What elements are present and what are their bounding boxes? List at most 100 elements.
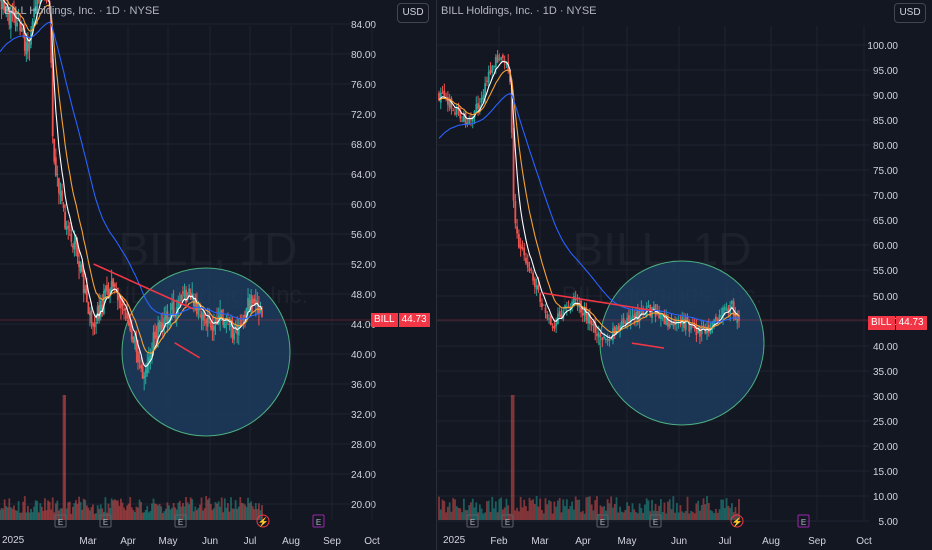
y-tick-label: 68.00 xyxy=(351,140,376,151)
candle-body xyxy=(628,315,630,322)
volume-bar xyxy=(222,512,225,520)
y-tick-label: 40.00 xyxy=(351,350,376,361)
currency-button-left[interactable]: USD xyxy=(397,3,429,23)
volume-bar xyxy=(450,511,453,520)
volume-bar xyxy=(217,501,220,520)
chart-pane-right[interactable]: 100.00 95.00 90.00 85.00 80.00 75.00 70.00 65.0… xyxy=(436,0,932,550)
candle-body xyxy=(257,306,260,314)
candle-body xyxy=(700,327,703,334)
candle-body xyxy=(553,325,556,329)
volume-bar xyxy=(248,503,251,520)
volume-bar xyxy=(71,506,74,520)
y-tick-label: 24.00 xyxy=(351,470,376,481)
y-tick-label: 65.00 xyxy=(873,216,898,227)
volume-bar xyxy=(667,501,669,520)
earnings-event-marker xyxy=(174,514,187,528)
candle-body xyxy=(71,245,74,248)
candle-body xyxy=(177,299,180,309)
candle-body xyxy=(528,268,531,272)
last-price-tag-left: BILL 44.73 xyxy=(371,313,430,327)
volume-bar xyxy=(542,513,545,520)
candle-body xyxy=(462,114,465,122)
candle-body xyxy=(686,316,689,321)
volume-bar xyxy=(245,506,248,520)
volume-bar xyxy=(155,504,158,520)
y-tick-label: 30.00 xyxy=(873,392,898,403)
candle-body xyxy=(624,322,627,324)
volume-bar xyxy=(471,498,474,520)
volume-bar xyxy=(11,508,14,520)
candle-body xyxy=(231,327,234,338)
currency-button-right[interactable]: USD xyxy=(894,3,926,23)
volume-bar xyxy=(647,500,650,520)
volume-bar xyxy=(135,506,138,520)
candle-body xyxy=(247,298,249,311)
candle-body xyxy=(631,316,634,319)
candle-body xyxy=(615,327,618,335)
volume-bar xyxy=(706,496,708,520)
volume-bar xyxy=(663,502,666,520)
x-tick-label: Jul xyxy=(244,536,257,547)
x-tick-label: Mar xyxy=(79,536,97,547)
volume-bar xyxy=(661,512,664,520)
candle-body xyxy=(70,233,73,242)
volume-bar xyxy=(707,502,710,520)
candle-body xyxy=(723,307,726,311)
candle-body xyxy=(17,19,20,21)
volume-bar xyxy=(491,496,494,520)
candle-body xyxy=(237,326,240,336)
volume-bar xyxy=(206,499,209,520)
chart-title-right: BILL Holdings, Inc. · 1D · NYSE xyxy=(441,5,597,17)
candle-body xyxy=(667,317,669,327)
volume-bar xyxy=(40,506,43,520)
candle-body xyxy=(245,307,248,322)
candle-body xyxy=(209,321,212,328)
volume-bar xyxy=(92,504,94,520)
candle-body xyxy=(124,308,127,310)
volume-bar xyxy=(186,502,189,520)
volume-bar xyxy=(30,508,32,520)
y-tick-label: 40.00 xyxy=(873,342,898,353)
candle-body xyxy=(715,316,717,322)
volume-bar xyxy=(199,504,201,520)
y-tick-label: 84.00 xyxy=(351,20,376,31)
earnings-event-marker xyxy=(466,514,479,528)
volume-bar xyxy=(697,500,700,520)
volume-bar xyxy=(523,499,526,520)
candle-body xyxy=(99,300,102,317)
candle-body xyxy=(9,12,12,29)
volume-bar xyxy=(631,503,634,520)
candle-body xyxy=(530,269,533,271)
earnings-event-marker xyxy=(312,514,325,528)
volume-bar xyxy=(0,507,3,520)
volume-bar xyxy=(62,395,65,520)
chart-pane-left[interactable]: 84.00 80.00 76.00 72.00 68.00 64.00 60.00 56.00… xyxy=(0,0,436,550)
candle-body xyxy=(622,318,625,324)
volume-bar xyxy=(610,496,613,520)
volume-bar xyxy=(47,500,49,520)
volume-bar xyxy=(113,499,116,520)
volume-bar xyxy=(95,513,98,520)
candle-body xyxy=(206,316,209,327)
volume-bar xyxy=(702,498,705,520)
candle-body xyxy=(183,293,186,296)
volume-bar xyxy=(507,505,510,520)
volume-bar xyxy=(121,502,124,520)
volume-bar xyxy=(0,509,1,520)
volume-bar xyxy=(544,498,547,520)
volume-bar xyxy=(189,497,192,520)
volume-bar xyxy=(99,504,102,520)
volume-bar xyxy=(31,512,34,520)
x-tick-label: Apr xyxy=(120,536,136,547)
candle-body xyxy=(672,323,675,326)
volume-bar xyxy=(109,507,111,520)
candle-body xyxy=(516,226,519,234)
candle-body xyxy=(478,105,481,112)
volume-bar xyxy=(588,496,591,520)
volume-bar xyxy=(51,497,54,520)
candle-body xyxy=(81,263,84,273)
candle-body xyxy=(620,320,623,326)
candle-body xyxy=(65,226,68,230)
chart-canvas-right[interactable]: 100.00 95.00 90.00 85.00 80.00 75.00 70.00 65.0… xyxy=(437,0,932,550)
chart-canvas-left[interactable]: 84.00 80.00 76.00 72.00 68.00 64.00 60.00 56.00… xyxy=(0,0,436,550)
